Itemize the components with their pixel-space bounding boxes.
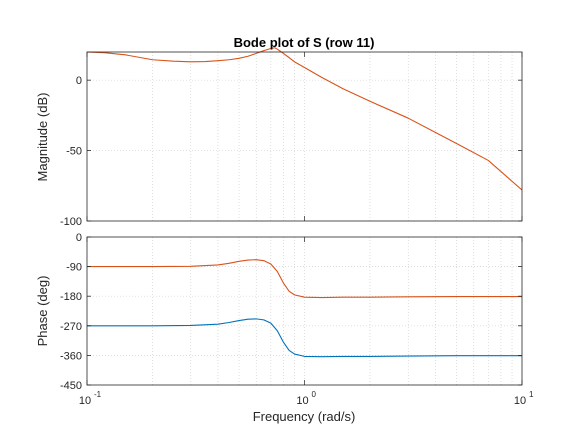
magnitude-grid xyxy=(87,52,522,221)
series-line-0 xyxy=(87,259,522,299)
y-tick-label: -90 xyxy=(66,262,82,274)
y-tick-label: 0 xyxy=(76,75,82,87)
magnitude-title: Bode plot of S (row 11) xyxy=(234,35,375,50)
y-tick-label: -270 xyxy=(60,321,82,333)
x-tick-label-base: 10 xyxy=(514,395,526,407)
y-tick-label: -50 xyxy=(66,146,82,158)
series-line-1 xyxy=(87,318,522,358)
series-line-0 xyxy=(86,47,523,191)
y-tick-label: -360 xyxy=(60,350,82,362)
y-tick-label: -180 xyxy=(60,291,82,303)
magnitude-y-ticks: 0 -50 -100 xyxy=(60,75,522,228)
y-tick-label: -100 xyxy=(60,216,82,228)
magnitude-ylabel: Magnitude (dB) xyxy=(35,93,50,182)
x-tick-label-base: 10 xyxy=(296,395,308,407)
phase-plot-area xyxy=(87,237,522,385)
x-tick-label-exponent: 1 xyxy=(529,390,534,399)
x-tick-label-base: 10 xyxy=(79,395,91,407)
x-tick-label-exponent: 0 xyxy=(312,390,317,399)
y-tick-label: -450 xyxy=(60,380,82,392)
phase-y-ticks: 0 -90 -180 -270 -360 -450 xyxy=(60,232,522,392)
magnitude-axes: 0 -50 -100 Bode plot of S (row 11) Magnitu… xyxy=(35,35,523,228)
phase-ylabel: Phase (deg) xyxy=(35,276,50,347)
x-tick-label-exponent: -1 xyxy=(94,390,102,399)
frequency-xlabel: Frequency (rad/s) xyxy=(253,409,356,424)
y-tick-label: 0 xyxy=(76,232,82,244)
magnitude-series xyxy=(86,47,523,191)
phase-series xyxy=(87,259,522,358)
